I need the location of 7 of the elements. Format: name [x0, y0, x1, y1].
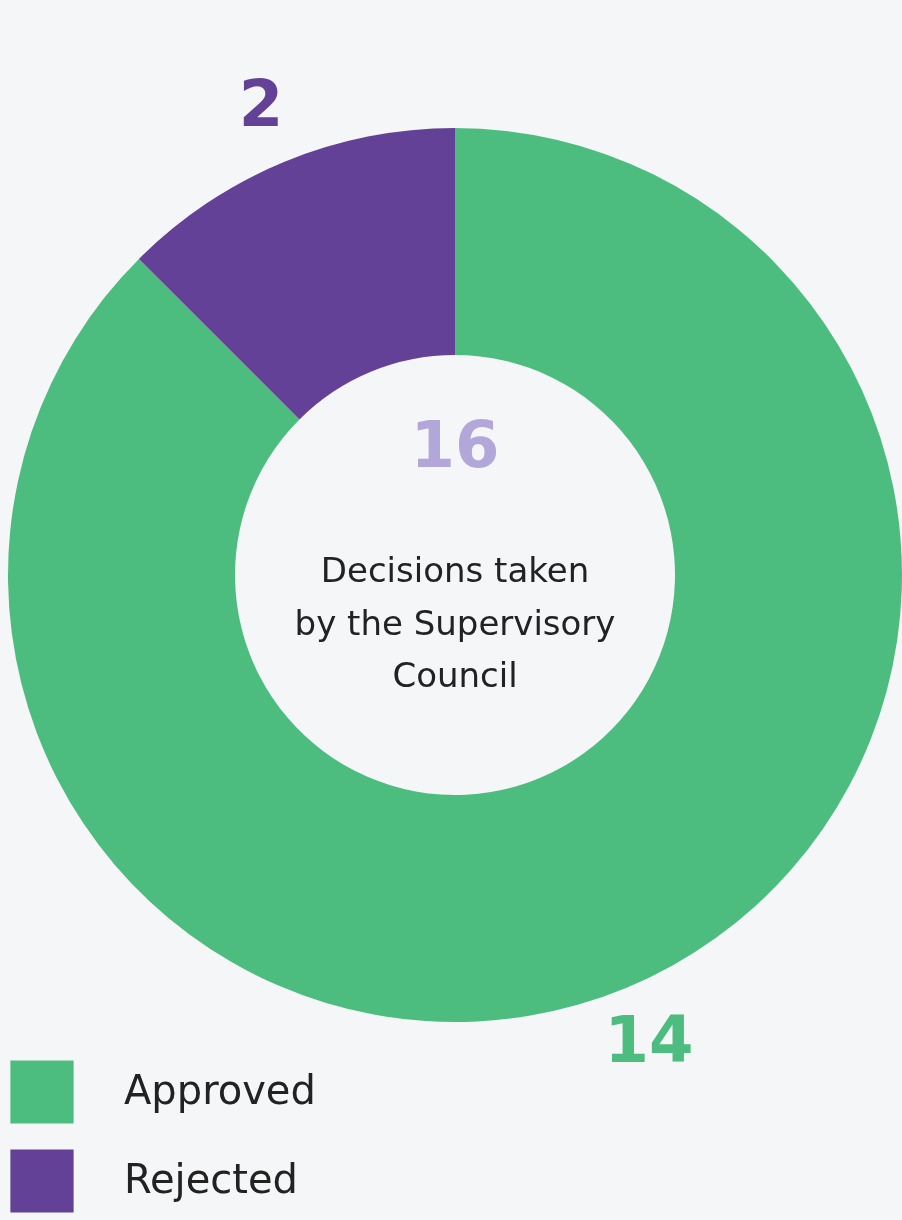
donut-slice [138, 128, 455, 420]
legend-label: Approved [124, 1067, 316, 1113]
data-label: 2 [238, 66, 284, 141]
data-label: 14 [604, 1003, 694, 1078]
text: Decisions taken by the Supervisory Council [294, 550, 616, 696]
text: 16 [410, 408, 500, 482]
legend-label: Rejected [124, 1156, 299, 1202]
